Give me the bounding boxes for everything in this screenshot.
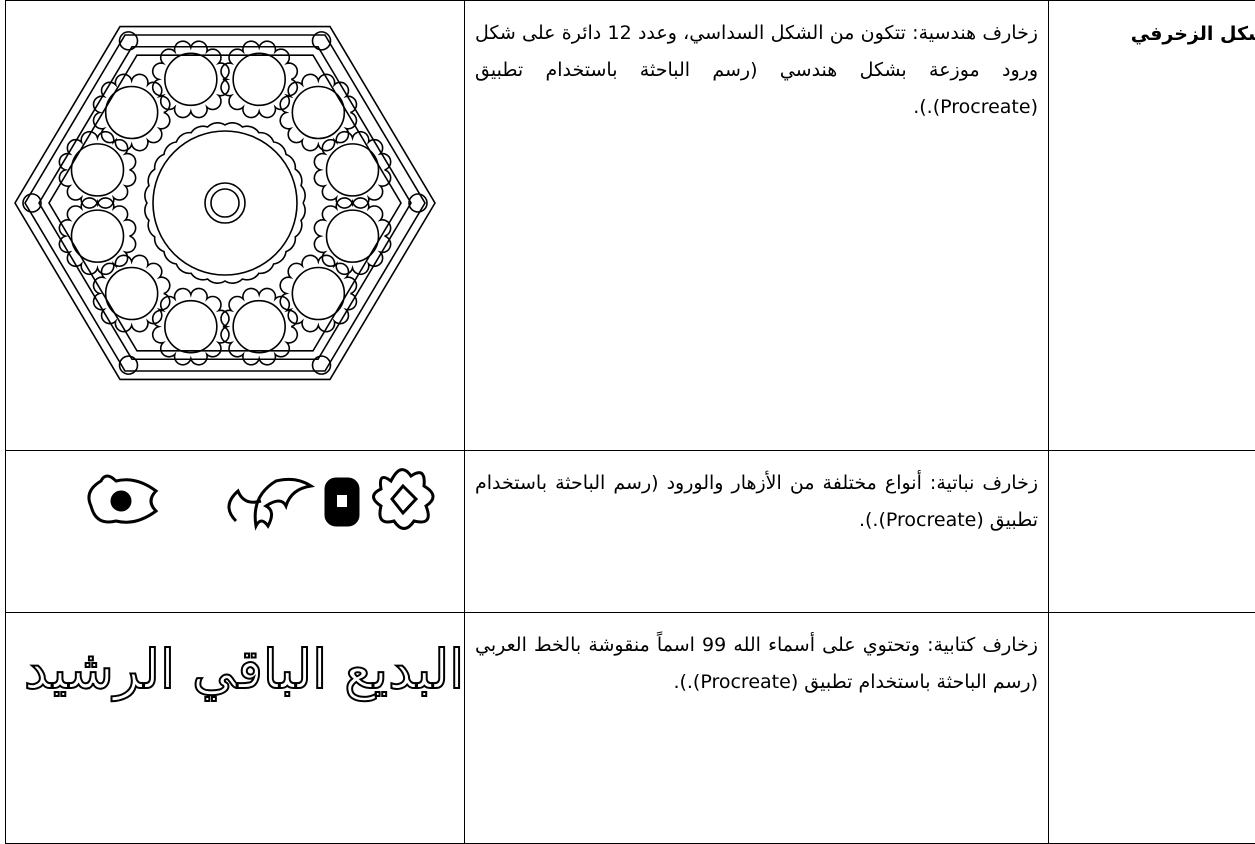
geometric-decoration <box>6 1 464 406</box>
table-row: زخارف نباتية: أنواع مختلفة من الأزهار وا… <box>6 451 1255 613</box>
ornament-shape <box>106 268 158 320</box>
ornament-shape <box>327 144 379 196</box>
ornament-shape <box>71 210 123 262</box>
table-row: زخارف كتابية: وتحتوي على أسماء الله 99 ا… <box>6 613 1255 844</box>
cell-description: زخارف نباتية: أنواع مختلفة من الأزهار وا… <box>465 451 1049 613</box>
ornament-shape <box>211 189 239 217</box>
floral-decoration <box>6 451 464 551</box>
cell-description: زخارف كتابية: وتحتوي على أسماء الله 99 ا… <box>465 613 1049 844</box>
calligraphy-decoration: البديع الباقي الرشيد <box>6 613 464 733</box>
ornament-shape <box>106 86 158 138</box>
ornament-shape <box>71 144 123 196</box>
cell-image <box>6 1 465 451</box>
cell-image <box>6 451 465 613</box>
cell-image: البديع الباقي الرشيد <box>6 613 465 844</box>
ornament-shape <box>292 86 344 138</box>
ornament-shape <box>165 301 217 353</box>
ornament-shape <box>145 123 305 283</box>
cell-description: زخارف هندسية: تتكون من الشكل السداسي، وع… <box>465 1 1049 451</box>
ornament-shape <box>292 268 344 320</box>
ornament-shape <box>153 131 297 275</box>
calligraphy-text: البديع الباقي الرشيد <box>24 638 464 702</box>
ornament-shape <box>233 301 285 353</box>
cell-label <box>1049 451 1255 613</box>
ornament-shape <box>327 210 379 262</box>
cell-label: الشكل الزخرفي <box>1049 1 1255 451</box>
cell-label <box>1049 613 1255 844</box>
decoration-table: الشكل الزخرفي زخارف هندسية: تتكون من الش… <box>5 0 1255 844</box>
ornament-shape <box>49 55 401 351</box>
ornament-shape <box>233 53 285 105</box>
table-row: الشكل الزخرفي زخارف هندسية: تتكون من الش… <box>6 1 1255 451</box>
ornament-shape <box>165 53 217 105</box>
